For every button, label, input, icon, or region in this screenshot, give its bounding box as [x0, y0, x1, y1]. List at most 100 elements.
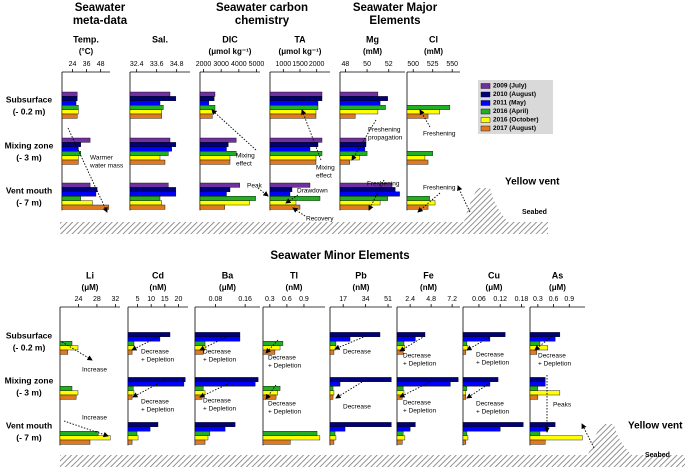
annotation: Decrease — [343, 349, 371, 356]
annotation-arrow — [399, 335, 426, 352]
x-tick-label: 0.6 — [549, 296, 559, 303]
bar — [61, 96, 78, 102]
annotation: Decrease — [403, 353, 431, 360]
annotation: + Depletion — [141, 407, 174, 414]
vent-label: Yellow vent — [505, 177, 560, 188]
panel-unit: (μM) — [219, 283, 236, 292]
annotation-arrow — [292, 207, 306, 217]
bar — [262, 386, 281, 391]
x-tick-label: 2.4 — [405, 296, 415, 303]
bar — [462, 386, 468, 391]
annotation: + Depletion — [203, 357, 236, 364]
panel-unit: (μM) — [549, 283, 566, 292]
bar — [269, 109, 317, 115]
bar — [329, 349, 335, 355]
bar — [396, 394, 403, 400]
bar — [339, 159, 350, 165]
bar — [396, 336, 416, 342]
annotation-arrow — [211, 109, 257, 151]
x-tick-label: 0.3 — [265, 296, 275, 303]
bar — [269, 104, 319, 110]
bar — [129, 195, 161, 201]
bar — [406, 113, 429, 119]
section-header: Seawater — [75, 2, 126, 14]
legend-swatch — [480, 83, 491, 89]
annotation: Decrease — [268, 355, 296, 362]
bar — [339, 104, 386, 110]
panel-unit: (μmol kg⁻¹) — [209, 47, 252, 56]
bar — [396, 422, 416, 427]
annotation: Decrease — [538, 353, 566, 360]
section-header: chemistry — [235, 15, 290, 27]
bar — [262, 431, 318, 436]
panel-title: TA — [294, 34, 306, 44]
x-tick-label: 1500 — [292, 61, 308, 68]
bar — [129, 159, 166, 165]
bar — [529, 377, 546, 382]
x-tick-label: 0.6 — [282, 296, 292, 303]
x-tick-label: 50 — [363, 61, 371, 68]
annotation: Decrease — [141, 349, 169, 356]
x-tick-label: 0.9 — [564, 296, 574, 303]
bar — [129, 137, 171, 143]
x-tick-label: 0.9 — [299, 296, 309, 303]
legend-label: 2017 (August) — [493, 125, 536, 132]
annotation-arrow — [334, 335, 367, 350]
bar — [199, 155, 231, 161]
bar — [127, 390, 135, 396]
bar — [194, 332, 241, 337]
bar — [462, 426, 501, 432]
vent-label: Seabed — [522, 209, 547, 216]
panel-unit: (mM) — [363, 47, 382, 56]
panel-unit: (mM) — [424, 47, 443, 56]
annotation: Decrease — [476, 352, 504, 359]
bar — [462, 435, 469, 441]
bar — [269, 191, 291, 197]
annotation: + Depletion — [268, 409, 301, 416]
bar — [127, 349, 133, 355]
panel-title: Li — [86, 270, 94, 280]
bar — [61, 109, 79, 115]
panel-unit: (μmol kg⁻¹) — [279, 47, 322, 56]
bar — [269, 187, 293, 192]
vent-label: Yellow vent — [628, 421, 683, 432]
row-label: (- 7 m) — [16, 197, 42, 207]
bar — [269, 159, 317, 165]
row-label: Mixing zone — [5, 140, 54, 150]
bar — [529, 390, 561, 396]
annotation: + Depletion — [538, 361, 571, 368]
bar — [127, 439, 133, 445]
bar — [329, 336, 351, 342]
bar — [262, 439, 291, 445]
bar — [529, 341, 541, 346]
bar — [194, 435, 209, 441]
bar — [406, 195, 430, 201]
annotation: + Depletion — [268, 363, 301, 370]
bar — [127, 345, 135, 351]
annotation-arrow — [368, 179, 385, 211]
x-tick-label: 0.08 — [209, 296, 223, 303]
bar — [127, 426, 151, 432]
bar — [339, 109, 379, 115]
bar — [129, 155, 161, 161]
bar — [462, 431, 468, 436]
bar — [61, 155, 79, 161]
legend-label: 2016 (October) — [493, 117, 539, 124]
bar — [199, 200, 250, 206]
bar — [59, 435, 111, 441]
bar — [129, 142, 177, 147]
bar — [127, 394, 133, 400]
bar — [462, 377, 499, 382]
x-tick-label: 52 — [385, 61, 393, 68]
bar — [262, 345, 281, 351]
bar — [462, 439, 467, 445]
annotation: + Depletion — [203, 406, 236, 413]
bar — [396, 386, 404, 391]
annotation: Peak — [247, 183, 263, 190]
legend-label: 2010 (August) — [493, 91, 536, 98]
bar — [127, 377, 186, 382]
annotation: Decrease — [403, 400, 431, 407]
panel-unit: (°C) — [79, 47, 94, 56]
annotation-arrow — [131, 334, 163, 351]
bar — [529, 332, 561, 337]
